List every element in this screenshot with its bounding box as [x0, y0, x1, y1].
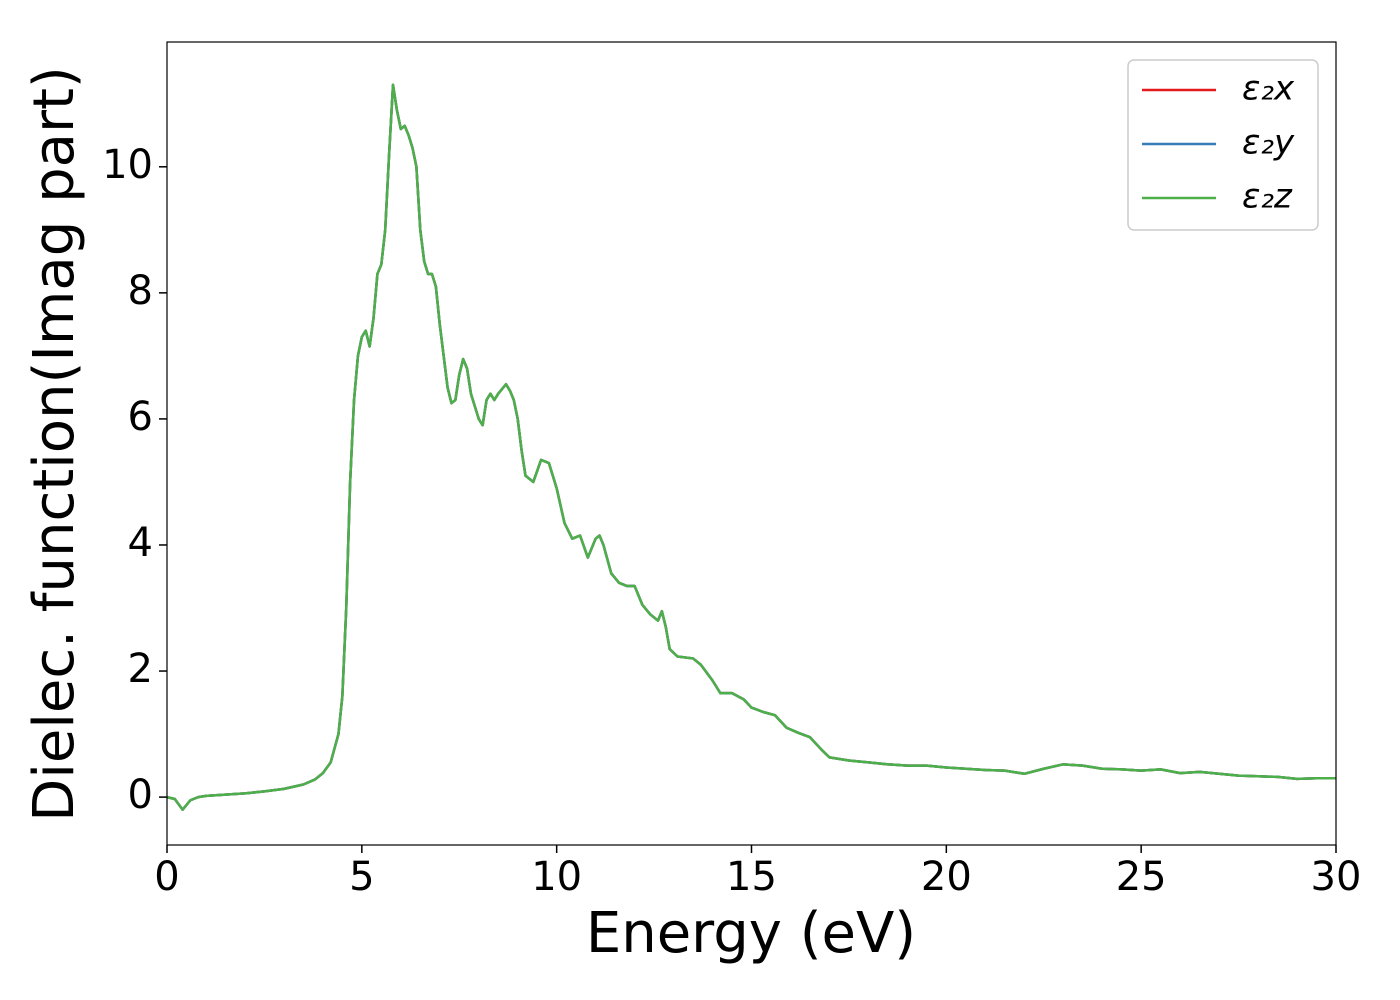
legend-label: ε₂x [1242, 69, 1295, 109]
plot-frame [166, 41, 1337, 846]
y-tick-label: 0 [128, 772, 153, 818]
y-tick-label: 2 [128, 646, 153, 692]
legend-label: ε₂z [1242, 177, 1293, 217]
x-tick-label: 5 [349, 854, 374, 900]
legend-box [1127, 59, 1319, 231]
y-axis-label: Dielec. function(Imag part) [22, 66, 87, 822]
y-tick-label: 10 [102, 142, 153, 188]
legend-label: ε₂y [1242, 123, 1295, 163]
x-axis-label: Energy (eV) [586, 901, 916, 966]
x-tick-label: 20 [921, 854, 972, 900]
series-line [166, 83, 1336, 811]
x-tick-label: 30 [1311, 854, 1362, 900]
x-tick-label: 0 [154, 854, 179, 900]
y-tick-label: 6 [128, 394, 153, 440]
y-tick-label: 8 [128, 268, 153, 314]
x-tick-label: 15 [726, 854, 777, 900]
y-tick-label: 4 [128, 520, 153, 566]
x-tick-label: 25 [1116, 854, 1167, 900]
x-tick-label: 10 [531, 854, 582, 900]
